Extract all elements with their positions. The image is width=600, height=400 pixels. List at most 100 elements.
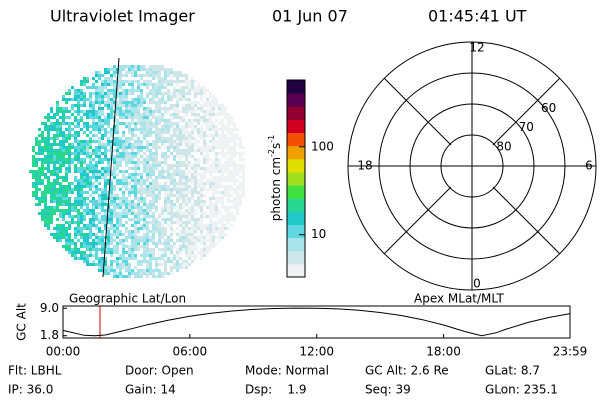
pixel — [137, 146, 140, 149]
pixel — [89, 179, 92, 182]
pixel — [134, 197, 137, 200]
pixel — [212, 182, 215, 185]
pixel — [158, 269, 161, 272]
pixel — [128, 71, 131, 74]
pixel — [134, 134, 137, 137]
pixel — [77, 182, 80, 185]
pixel — [146, 134, 149, 137]
pixel — [119, 215, 122, 218]
pixel — [203, 122, 206, 125]
pixel — [53, 113, 56, 116]
pixel — [131, 137, 134, 140]
pixel — [128, 140, 131, 143]
pixel — [146, 167, 149, 170]
colorbar-cell — [287, 171, 305, 186]
pixel — [152, 83, 155, 86]
pixel — [197, 206, 200, 209]
pixel — [95, 167, 98, 170]
pixel — [122, 149, 125, 152]
pixel — [149, 182, 152, 185]
pixel — [188, 254, 191, 257]
pixel — [101, 242, 104, 245]
pixel — [167, 128, 170, 131]
pixel — [149, 134, 152, 137]
pixel — [80, 206, 83, 209]
pixel — [101, 128, 104, 131]
pixel — [110, 77, 113, 80]
pixel — [170, 140, 173, 143]
pixel — [125, 92, 128, 95]
pixel — [44, 167, 47, 170]
pixel — [62, 230, 65, 233]
pixel — [68, 242, 71, 245]
pixel — [197, 221, 200, 224]
pixel — [191, 143, 194, 146]
pixel — [173, 125, 176, 128]
pixel — [188, 245, 191, 248]
pixel — [98, 227, 101, 230]
pixel — [74, 176, 77, 179]
pixel — [62, 218, 65, 221]
pixel — [233, 218, 236, 221]
pixel — [182, 248, 185, 251]
pixel — [170, 68, 173, 71]
pixel — [140, 116, 143, 119]
pixel — [149, 113, 152, 116]
pixel — [212, 140, 215, 143]
pixel — [101, 233, 104, 236]
pixel — [47, 149, 50, 152]
pixel — [107, 116, 110, 119]
pixel — [158, 215, 161, 218]
pixel — [86, 149, 89, 152]
pixel — [80, 233, 83, 236]
pixel — [173, 92, 176, 95]
pixel — [191, 89, 194, 92]
pixel — [71, 218, 74, 221]
pixel — [65, 203, 68, 206]
pixel — [143, 200, 146, 203]
pixel — [185, 86, 188, 89]
pixel — [125, 221, 128, 224]
pixel — [158, 107, 161, 110]
pixel — [212, 104, 215, 107]
pixel — [188, 137, 191, 140]
pixel — [170, 176, 173, 179]
pixel — [158, 176, 161, 179]
pixel — [179, 173, 182, 176]
pixel — [161, 98, 164, 101]
pixel — [80, 257, 83, 260]
pixel — [170, 98, 173, 101]
pixel — [203, 248, 206, 251]
pixel — [200, 236, 203, 239]
pixel — [158, 77, 161, 80]
pixel — [143, 188, 146, 191]
pixel — [194, 140, 197, 143]
pixel — [191, 191, 194, 194]
pixel — [32, 176, 35, 179]
pixel — [56, 200, 59, 203]
pixel — [92, 224, 95, 227]
pixel — [122, 143, 125, 146]
pixel — [74, 131, 77, 134]
pixel — [164, 200, 167, 203]
pixel — [215, 185, 218, 188]
pixel — [191, 260, 194, 263]
pixel — [227, 215, 230, 218]
lat-label: 70 — [519, 120, 534, 134]
terminator-line — [102, 57, 120, 278]
pixel — [107, 104, 110, 107]
pixel — [56, 107, 59, 110]
pixel — [74, 221, 77, 224]
pixel — [212, 134, 215, 137]
pixel — [215, 98, 218, 101]
pixel — [179, 215, 182, 218]
pixel — [176, 134, 179, 137]
pixel — [35, 188, 38, 191]
pixel — [218, 185, 221, 188]
pixel — [47, 131, 50, 134]
pixel — [68, 209, 71, 212]
pixel — [65, 137, 68, 140]
pixel — [113, 125, 116, 128]
pixel — [98, 263, 101, 266]
pixel — [176, 233, 179, 236]
